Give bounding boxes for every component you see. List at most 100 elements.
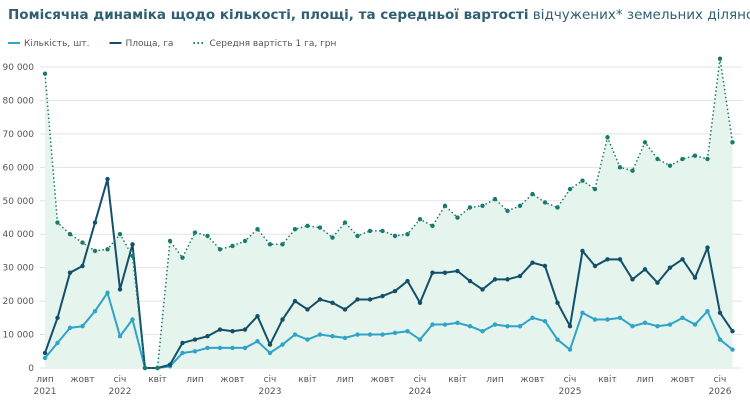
data-point bbox=[155, 365, 160, 371]
data-point bbox=[292, 332, 298, 337]
data-point bbox=[480, 203, 485, 209]
data-point bbox=[617, 165, 623, 170]
data-point bbox=[430, 270, 435, 275]
data-point bbox=[317, 225, 323, 230]
data-point bbox=[130, 253, 135, 259]
y-tick-label: 30 000 bbox=[3, 264, 35, 274]
data-point bbox=[480, 287, 485, 292]
data-point bbox=[542, 200, 548, 205]
data-point bbox=[380, 293, 385, 299]
data-point bbox=[292, 298, 298, 304]
x-tick-label-line: квіт bbox=[148, 375, 166, 385]
data-point bbox=[492, 277, 498, 282]
data-point bbox=[330, 235, 335, 240]
data-point bbox=[205, 233, 210, 239]
data-point bbox=[530, 315, 535, 321]
data-point bbox=[405, 232, 410, 237]
data-point bbox=[530, 260, 535, 265]
data-point bbox=[255, 227, 260, 232]
data-point bbox=[230, 243, 235, 249]
data-point bbox=[242, 327, 248, 332]
data-point bbox=[317, 332, 323, 337]
data-point bbox=[292, 227, 298, 232]
data-point bbox=[167, 238, 173, 244]
data-point bbox=[205, 334, 210, 339]
data-point bbox=[680, 257, 685, 262]
data-point bbox=[655, 323, 660, 329]
y-tick-label: 40 000 bbox=[3, 230, 35, 240]
x-tick-label-line: 2025 bbox=[559, 387, 582, 397]
data-point bbox=[105, 247, 110, 252]
data-point bbox=[467, 205, 473, 210]
x-tick-label-line: 2021 bbox=[34, 387, 57, 397]
x-tick-label: квіт bbox=[598, 375, 616, 385]
data-point bbox=[430, 223, 435, 229]
data-point bbox=[730, 347, 735, 352]
data-point bbox=[42, 355, 48, 361]
x-tick-label-line: квіт bbox=[298, 375, 316, 385]
x-tick-label-line: 2022 bbox=[109, 387, 132, 397]
data-point bbox=[630, 168, 635, 173]
data-point bbox=[617, 257, 623, 262]
data-point bbox=[580, 178, 585, 183]
data-point bbox=[105, 290, 110, 295]
data-point bbox=[567, 347, 573, 352]
data-point bbox=[692, 322, 698, 327]
x-tick-label: лип bbox=[336, 375, 354, 385]
x-tick-label: жовт bbox=[670, 375, 694, 385]
data-point bbox=[42, 71, 48, 76]
x-tick-label: січ 2023 bbox=[259, 375, 282, 397]
data-point bbox=[505, 323, 510, 329]
data-point bbox=[330, 334, 335, 339]
x-tick-label: січ 2024 bbox=[409, 375, 432, 397]
data-point bbox=[367, 332, 373, 337]
x-tick-label-line: січ bbox=[714, 375, 727, 385]
data-point bbox=[417, 300, 423, 305]
data-point bbox=[505, 277, 510, 282]
data-point bbox=[267, 350, 273, 356]
x-tick-label-line: жовт bbox=[370, 375, 394, 385]
data-point bbox=[680, 156, 685, 162]
data-point bbox=[430, 322, 435, 327]
data-point bbox=[367, 228, 373, 234]
data-point bbox=[717, 56, 723, 61]
data-point bbox=[255, 339, 260, 344]
data-point bbox=[605, 257, 610, 262]
data-point bbox=[317, 297, 323, 302]
x-tick-label-line: квіт bbox=[448, 375, 466, 385]
data-point bbox=[242, 238, 248, 244]
data-point bbox=[442, 322, 448, 327]
y-tick-label: 50 000 bbox=[3, 197, 35, 207]
data-point bbox=[180, 255, 185, 260]
data-point bbox=[305, 307, 310, 312]
data-point bbox=[192, 230, 198, 235]
data-point bbox=[455, 268, 460, 274]
data-point bbox=[592, 186, 598, 192]
x-tick-label-line: лип bbox=[36, 375, 54, 385]
data-point bbox=[355, 233, 360, 239]
x-tick-label: січ 2022 bbox=[109, 375, 132, 397]
x-tick-label: січ 2026 bbox=[709, 375, 732, 397]
data-point bbox=[717, 310, 723, 316]
title-rest: відчужених* земельних ділянок. bbox=[533, 7, 750, 23]
data-point bbox=[592, 317, 598, 322]
data-point bbox=[442, 270, 448, 275]
data-point bbox=[67, 232, 73, 237]
data-point bbox=[117, 287, 123, 292]
x-tick-label: жовт bbox=[220, 375, 244, 385]
data-point bbox=[180, 340, 185, 346]
data-point bbox=[42, 350, 48, 356]
data-point bbox=[555, 205, 560, 210]
data-point bbox=[442, 203, 448, 209]
x-tick-label-line: січ bbox=[264, 375, 277, 385]
x-tick-label: квіт bbox=[448, 375, 466, 385]
data-point bbox=[630, 323, 635, 329]
data-point bbox=[542, 318, 548, 324]
data-point bbox=[355, 297, 360, 302]
data-point bbox=[117, 232, 123, 237]
y-tick-label: 90 000 bbox=[3, 63, 35, 73]
x-tick-label-line: квіт bbox=[598, 375, 616, 385]
series-line bbox=[44, 57, 734, 369]
data-point bbox=[417, 216, 423, 222]
x-tick-label-line: жовт bbox=[70, 375, 94, 385]
